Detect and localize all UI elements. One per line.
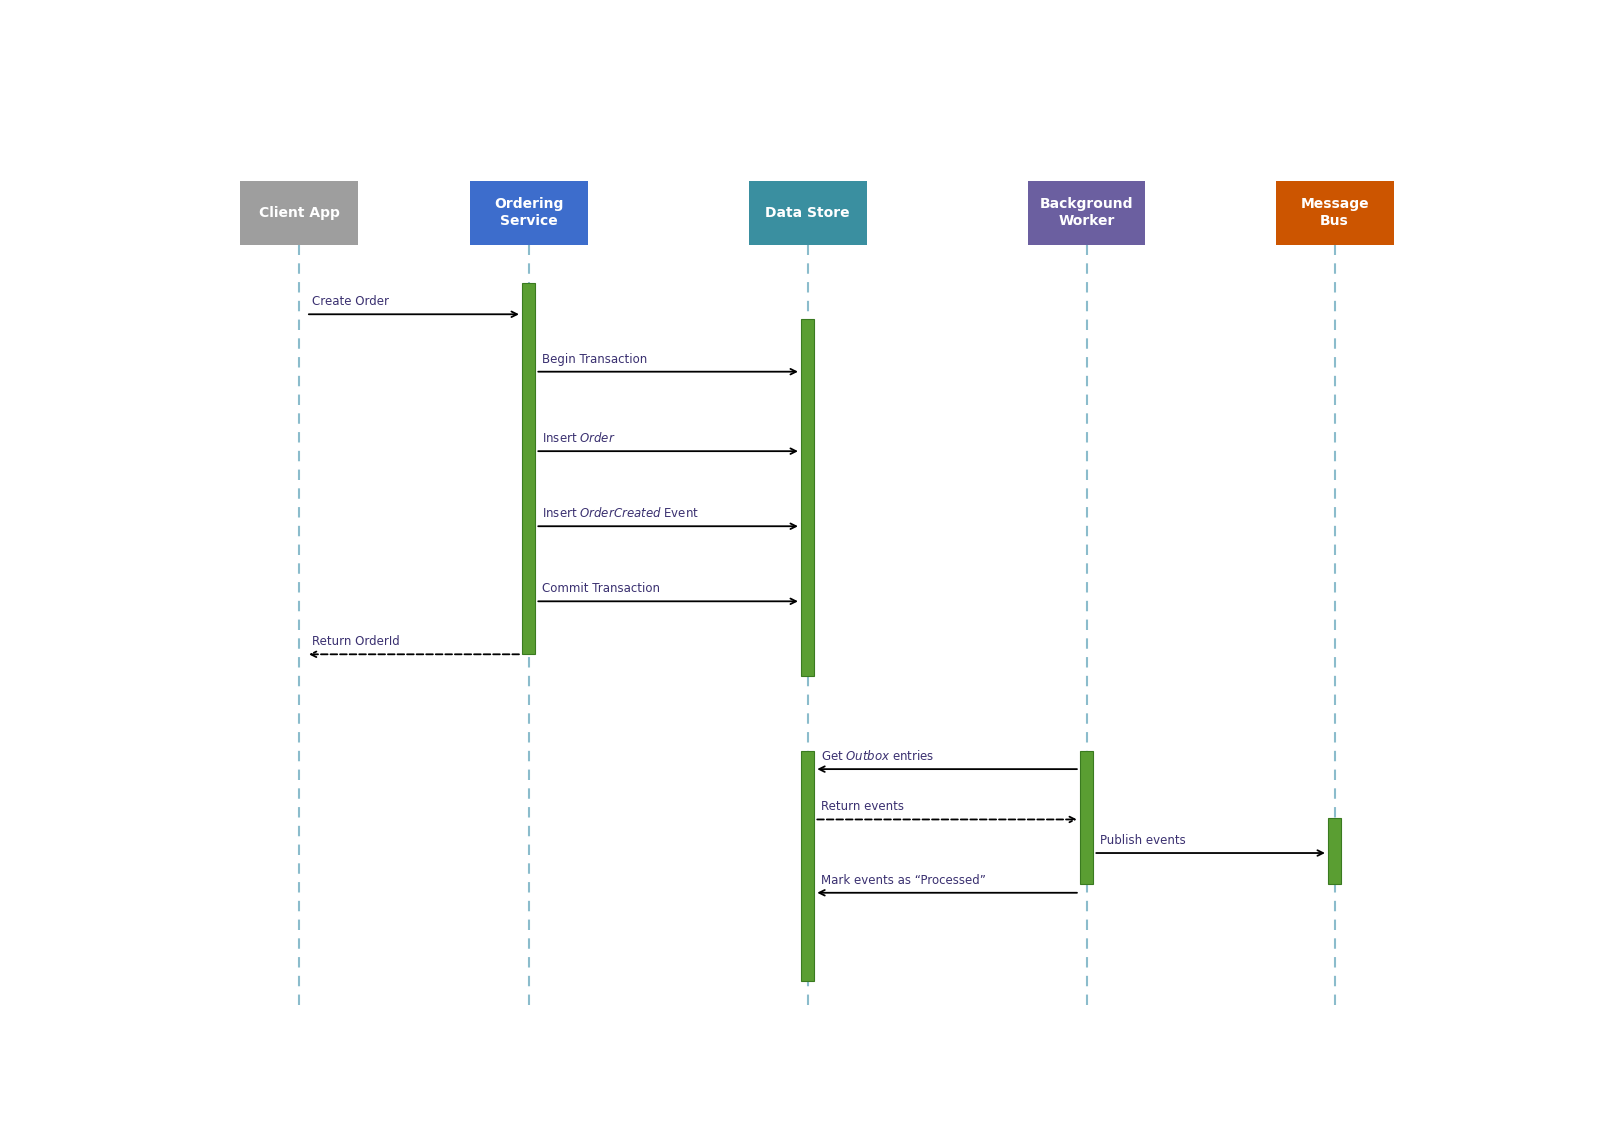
Bar (522, 283, 536, 654)
Text: Insert $\it{Order}$: Insert $\it{Order}$ (542, 431, 616, 445)
Text: Data Store: Data Store (765, 205, 850, 220)
Text: Create Order: Create Order (312, 295, 389, 309)
Bar (470, 181, 587, 244)
Bar (1328, 818, 1341, 884)
Text: Return events: Return events (821, 801, 904, 813)
Text: Mark events as “Processed”: Mark events as “Processed” (821, 874, 986, 887)
Bar (800, 319, 814, 677)
Text: Ordering
Service: Ordering Service (494, 197, 563, 228)
Bar (749, 181, 867, 244)
Text: Client App: Client App (259, 205, 339, 220)
Text: Begin Transaction: Begin Transaction (542, 352, 646, 366)
Bar (1027, 181, 1146, 244)
Text: Publish events: Publish events (1099, 834, 1186, 846)
Text: Get $\it{Outbox}$ entries: Get $\it{Outbox}$ entries (821, 749, 934, 763)
Bar (1080, 751, 1093, 884)
Text: Background
Worker: Background Worker (1040, 197, 1133, 228)
Text: Message
Bus: Message Bus (1301, 197, 1370, 228)
Text: Insert $\it{OrderCreated}$ Event: Insert $\it{OrderCreated}$ Event (542, 506, 699, 520)
Bar (800, 751, 814, 981)
Text: Commit Transaction: Commit Transaction (542, 583, 659, 595)
Bar (240, 181, 358, 244)
Text: Return OrderId: Return OrderId (312, 635, 400, 648)
Bar (1275, 181, 1394, 244)
